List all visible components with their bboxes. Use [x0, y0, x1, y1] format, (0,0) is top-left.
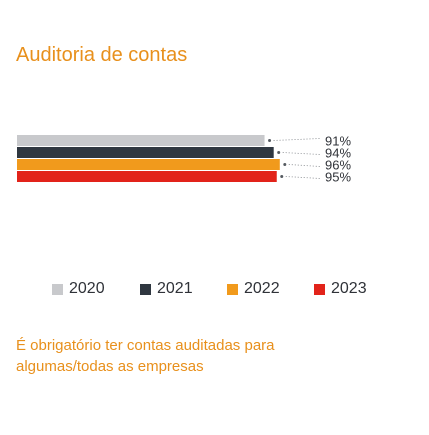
legend-label-2021: 2021: [157, 280, 193, 297]
legend-item-2020: 2020: [52, 280, 105, 298]
legend-item-2023: 2023: [314, 280, 367, 298]
leader-line-2021: [282, 152, 321, 155]
value-label-2023: 95%: [325, 170, 351, 185]
bar-2020: [17, 135, 265, 146]
bar-end-marker-2021: [277, 151, 281, 154]
chart-legend: 2020 2021 2022 2023: [52, 280, 392, 302]
legend-item-2021: 2021: [140, 280, 193, 298]
value-label-2022: 96%: [325, 158, 351, 173]
leader-line-2020: [273, 138, 321, 141]
leader-line-2023: [285, 176, 321, 179]
legend-swatch-2021: [140, 283, 151, 295]
legend-swatch-2022: [227, 283, 238, 295]
legend-label-2020: 2020: [69, 280, 105, 297]
bar-end-marker-2023: [280, 175, 284, 178]
value-label-2021: 94%: [325, 146, 351, 161]
bar-end-marker-2020: [268, 139, 272, 142]
legend-swatch-2023: [314, 283, 325, 295]
footnote: É obrigatório ter contas auditadas para …: [16, 337, 275, 375]
bars-layer: 91%94%96%95%: [17, 134, 351, 185]
bar-chart: 91%94%96%95%: [17, 134, 351, 185]
legend-item-2022: 2022: [227, 280, 280, 298]
bar-2022: [17, 159, 280, 170]
legend-swatch-2020: [52, 283, 63, 295]
bar-end-marker-2022: [283, 163, 287, 166]
bar-2021: [17, 147, 274, 158]
chart-title: Auditoria de contas: [16, 44, 188, 66]
value-label-2020: 91%: [325, 134, 351, 149]
leader-line-2022: [288, 164, 321, 167]
bar-2023: [17, 171, 277, 182]
legend-label-2023: 2023: [331, 280, 367, 297]
legend-label-2022: 2022: [244, 280, 280, 297]
